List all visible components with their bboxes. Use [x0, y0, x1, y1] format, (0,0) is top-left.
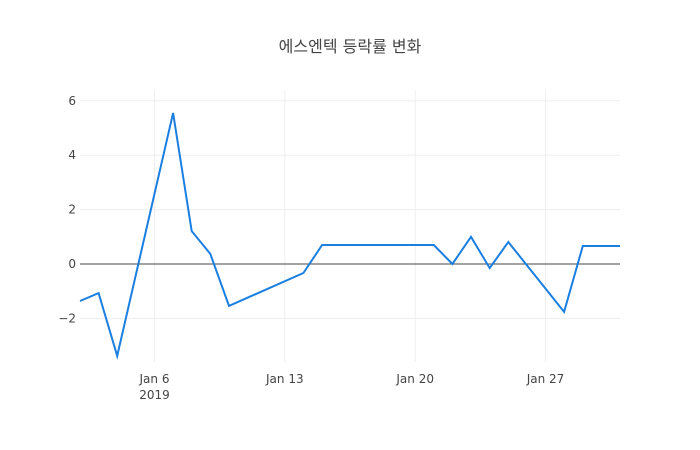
y-tick-label: 0: [68, 257, 76, 271]
y-axis-labels: −2 0 2 4 6: [58, 94, 76, 326]
x-tick-label: Jan 6: [139, 372, 170, 386]
y-tick-label: 6: [68, 94, 76, 108]
y-gridlines: [80, 100, 620, 319]
y-tick-label: −2: [58, 311, 76, 325]
x-gridlines: [153, 89, 547, 362]
x-tick-sublabel: 2019: [139, 388, 170, 402]
chart-title: 에스엔텍 등락률 변화: [278, 37, 422, 56]
x-tick-label: Jan 27: [526, 372, 565, 386]
x-axis-labels: Jan 6 2019 Jan 13 Jan 20 Jan 27: [139, 372, 565, 402]
series-line: [79, 112, 620, 360]
x-tick-label: Jan 13: [265, 372, 304, 386]
y-tick-label: 2: [68, 203, 76, 217]
x-tick-label: Jan 20: [395, 372, 434, 386]
y-tick-label: 4: [68, 148, 76, 162]
